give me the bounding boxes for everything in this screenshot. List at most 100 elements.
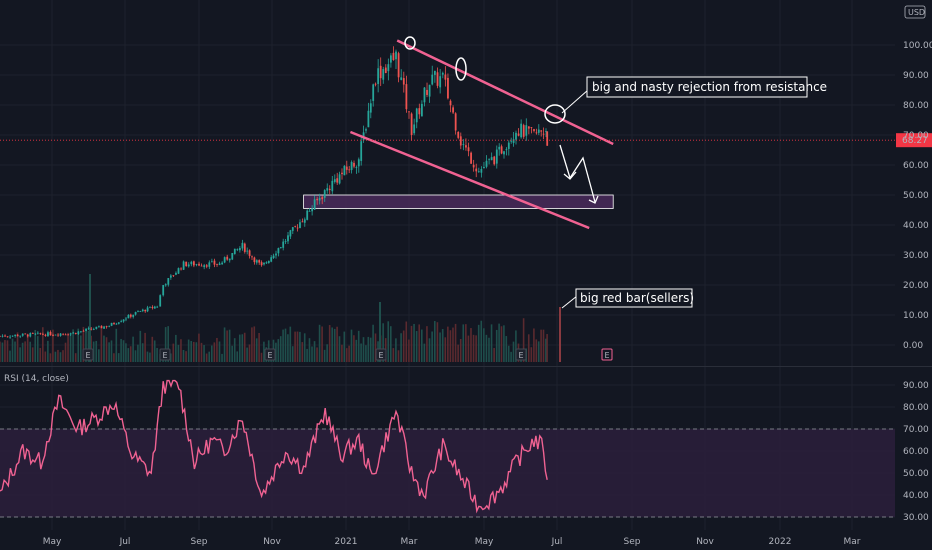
volume-bar xyxy=(185,351,187,362)
volume-bar xyxy=(343,331,346,362)
earnings-marker-icon[interactable] xyxy=(375,348,387,361)
volume-bar xyxy=(291,346,294,362)
candle-body xyxy=(11,335,14,337)
candle-body xyxy=(465,145,467,148)
volume-bar xyxy=(39,347,42,362)
candle-body xyxy=(454,113,457,131)
volume-bar xyxy=(348,345,350,362)
candle-body xyxy=(169,275,172,278)
volume-bar xyxy=(108,342,110,362)
time-tick-label: 2021 xyxy=(335,537,358,547)
rejection-circle[interactable] xyxy=(544,104,566,124)
red-bar-annotation-box[interactable] xyxy=(575,288,693,308)
volume-bar xyxy=(263,341,265,362)
volume-bar xyxy=(200,342,203,362)
volume-bar xyxy=(98,349,100,362)
candle-body xyxy=(44,334,47,336)
time-tick-label: Nov xyxy=(263,537,281,547)
volume-bar xyxy=(6,340,9,362)
volume-bar xyxy=(467,335,470,362)
earnings-marker-icon[interactable] xyxy=(82,348,94,361)
volume-bar xyxy=(321,326,323,362)
volume-bar xyxy=(328,325,331,362)
candle-body xyxy=(134,312,137,315)
volume-bar xyxy=(210,345,213,362)
time-axis[interactable]: May Jul Sep Nov 2021 Mar May Jul Sep Nov 2022 Mar xyxy=(43,537,861,547)
volume-bar xyxy=(341,344,343,362)
volume-bar xyxy=(313,341,316,362)
earnings-marker-label: E xyxy=(518,351,523,360)
volume-bar xyxy=(392,348,395,362)
candle-body xyxy=(137,311,139,313)
rsi-axis[interactable]: 90.00 80.00 70.00 60.00 50.00 40.00 30.00 xyxy=(903,381,929,523)
peak-circle-1[interactable] xyxy=(404,36,416,50)
candle-body xyxy=(289,230,292,237)
volume-bar xyxy=(146,351,149,362)
candle-body xyxy=(49,331,52,336)
candle-body xyxy=(175,272,177,275)
candle-body xyxy=(36,332,39,334)
volume-bar xyxy=(132,336,134,362)
volume-bar xyxy=(42,327,44,362)
peak-circle-2[interactable] xyxy=(455,57,467,81)
candle-body xyxy=(80,331,82,333)
volume-bar xyxy=(545,338,547,362)
candle-body xyxy=(527,126,530,129)
candle-body xyxy=(495,149,498,164)
volume-bar xyxy=(120,338,122,362)
volume-bar xyxy=(395,338,397,362)
volume-bar xyxy=(522,318,525,362)
volume-bar xyxy=(151,336,154,362)
candle-body xyxy=(243,243,246,252)
price-tick-label: 0.00 xyxy=(903,341,923,351)
candle-body xyxy=(345,166,348,170)
candle-body xyxy=(447,77,449,99)
earnings-marker-icon[interactable] xyxy=(601,348,613,361)
candle-body xyxy=(180,268,182,270)
volume-bar xyxy=(113,353,115,362)
candle-body xyxy=(537,129,540,133)
volume-bar xyxy=(357,330,360,362)
volume-bar xyxy=(350,329,353,362)
candle-body xyxy=(485,160,488,167)
volume-bar xyxy=(198,333,200,362)
currency-badge[interactable] xyxy=(904,5,926,19)
earnings-marker-icon[interactable] xyxy=(159,348,171,361)
candle-body xyxy=(517,133,520,136)
earnings-marker-icon[interactable] xyxy=(515,348,527,361)
candle-body xyxy=(457,131,460,138)
rsi-tick-label: 60.00 xyxy=(903,447,929,457)
support-trendline[interactable] xyxy=(349,130,590,230)
candle-body xyxy=(6,336,9,338)
candle-body xyxy=(284,241,287,242)
price-axis[interactable]: 100.00 90.00 80.00 70.00 60.00 50.00 40.00 30.0… xyxy=(903,41,932,351)
support-zone[interactable] xyxy=(303,194,614,209)
resistance-trendline[interactable] xyxy=(396,39,614,146)
rejection-annotation-box[interactable] xyxy=(586,76,808,98)
earnings-marker-icon[interactable] xyxy=(264,348,276,361)
candle-body xyxy=(472,164,475,168)
candle-body xyxy=(441,72,444,75)
volume-spike xyxy=(559,307,561,362)
candle-body xyxy=(270,257,273,262)
volume-bar xyxy=(180,339,182,362)
projection-arrowhead-2 xyxy=(588,195,599,204)
earnings-marker-label: E xyxy=(604,351,609,360)
projection-arrow[interactable] xyxy=(559,144,596,203)
rsi-legend[interactable]: RSI (14, close) xyxy=(4,374,69,384)
volume-bar xyxy=(542,329,545,362)
candle-body xyxy=(132,314,135,317)
candle-body xyxy=(205,265,208,267)
last-price-label: 68.27 xyxy=(902,136,928,146)
candle-body xyxy=(117,322,120,324)
volume-bar xyxy=(500,326,503,362)
volume-bar xyxy=(203,345,205,362)
candle-body xyxy=(540,130,543,132)
candle-body xyxy=(490,157,493,161)
candle-body xyxy=(480,169,483,173)
candle-body xyxy=(153,306,156,309)
candle-body xyxy=(387,64,390,72)
candle-body xyxy=(72,332,75,334)
volume-bar xyxy=(472,334,475,362)
candle-body xyxy=(279,247,282,249)
